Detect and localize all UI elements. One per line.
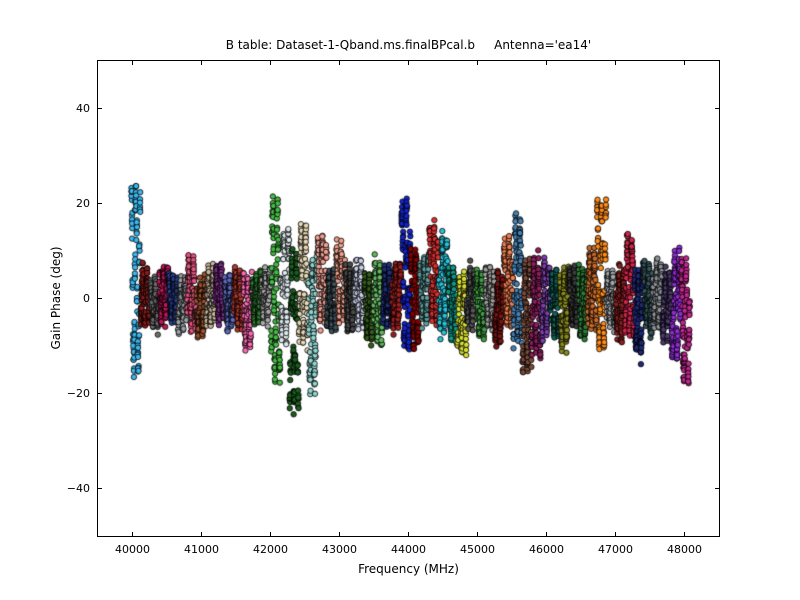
x-tick-mark-top: [339, 61, 340, 65]
y-tick-label: −40: [66, 481, 90, 495]
x-tick-mark: [477, 532, 478, 536]
x-tick-label: 48000: [667, 543, 702, 556]
x-tick-label: 41000: [184, 543, 219, 556]
x-tick-label: 42000: [253, 543, 288, 556]
x-tick-mark-top: [132, 61, 133, 65]
y-tick-mark-right: [715, 203, 719, 204]
x-tick-mark-top: [270, 61, 271, 65]
y-tick-label: 40: [76, 101, 90, 115]
x-tick-label: 46000: [529, 543, 564, 556]
y-tick-mark-right: [715, 488, 719, 489]
y-tick-mark-right: [715, 393, 719, 394]
x-tick-label: 40000: [115, 543, 150, 556]
chart-title: B table: Dataset-1-Qband.ms.finalBPcal.b…: [225, 38, 592, 52]
y-tick-mark: [98, 108, 102, 109]
y-tick-label: −20: [66, 386, 90, 400]
x-tick-label: 45000: [460, 543, 495, 556]
y-tick-mark-right: [715, 108, 719, 109]
x-tick-mark: [270, 532, 271, 536]
y-tick-label: 0: [83, 291, 90, 305]
y-tick-mark: [98, 393, 102, 394]
x-tick-mark: [546, 532, 547, 536]
x-axis-label: Frequency (MHz): [358, 562, 459, 576]
x-tick-mark: [132, 532, 133, 536]
y-tick-mark: [98, 203, 102, 204]
x-tick-mark: [684, 532, 685, 536]
x-tick-mark-top: [546, 61, 547, 65]
y-tick-label: 20: [76, 196, 90, 210]
y-tick-mark: [98, 298, 102, 299]
y-tick-mark: [98, 488, 102, 489]
x-tick-mark: [615, 532, 616, 536]
x-tick-mark-top: [201, 61, 202, 65]
x-tick-label: 47000: [598, 543, 633, 556]
x-tick-mark: [339, 532, 340, 536]
x-tick-label: 44000: [391, 543, 426, 556]
x-tick-mark: [408, 532, 409, 536]
x-tick-label: 43000: [322, 543, 357, 556]
plot-area: [97, 60, 720, 537]
x-tick-mark-top: [684, 61, 685, 65]
x-tick-mark-top: [615, 61, 616, 65]
x-tick-mark: [201, 532, 202, 536]
y-tick-mark-right: [715, 298, 719, 299]
scatter-points-canvas: [98, 61, 719, 536]
x-tick-mark-top: [477, 61, 478, 65]
x-tick-mark-top: [408, 61, 409, 65]
